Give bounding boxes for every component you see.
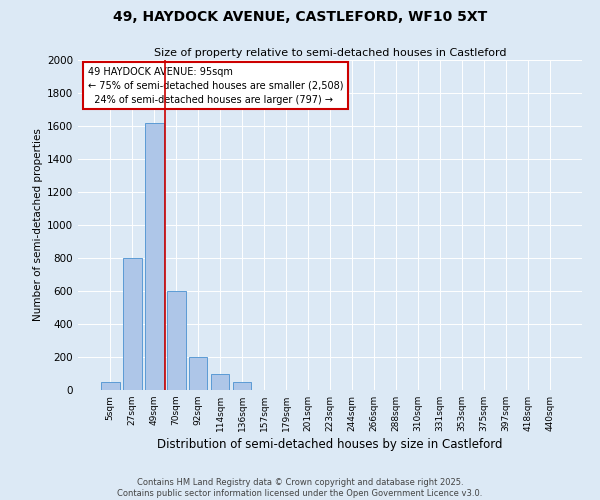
Bar — [233, 382, 251, 390]
Bar — [145, 122, 164, 390]
Bar — [167, 291, 185, 390]
Bar — [189, 357, 208, 390]
Y-axis label: Number of semi-detached properties: Number of semi-detached properties — [33, 128, 43, 322]
X-axis label: Distribution of semi-detached houses by size in Castleford: Distribution of semi-detached houses by … — [157, 438, 503, 451]
Bar — [123, 258, 142, 390]
Text: 49 HAYDOCK AVENUE: 95sqm
← 75% of semi-detached houses are smaller (2,508)
  24%: 49 HAYDOCK AVENUE: 95sqm ← 75% of semi-d… — [88, 66, 344, 104]
Text: Contains HM Land Registry data © Crown copyright and database right 2025.
Contai: Contains HM Land Registry data © Crown c… — [118, 478, 482, 498]
Bar — [211, 374, 229, 390]
Bar — [101, 382, 119, 390]
Text: 49, HAYDOCK AVENUE, CASTLEFORD, WF10 5XT: 49, HAYDOCK AVENUE, CASTLEFORD, WF10 5XT — [113, 10, 487, 24]
Title: Size of property relative to semi-detached houses in Castleford: Size of property relative to semi-detach… — [154, 48, 506, 58]
